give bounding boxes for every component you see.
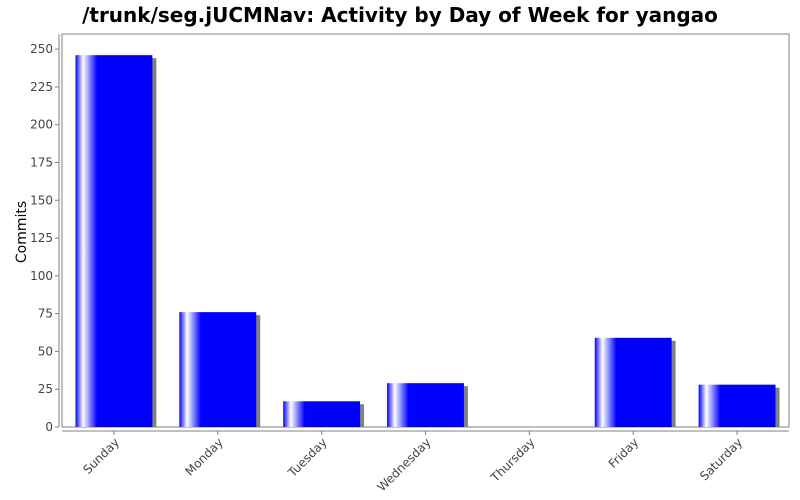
y-tick-label: 175	[30, 155, 53, 169]
y-tick-label: 0	[45, 420, 53, 434]
x-tick-label-tuesday: Tuesday	[285, 435, 330, 480]
bar-saturday	[698, 384, 776, 427]
y-tick-label: 250	[30, 42, 53, 56]
y-axis: 0 25 50 75 100 125 150 175 200 225 250	[30, 34, 60, 434]
y-tick-label: 150	[30, 193, 53, 207]
y-tick-label: 25	[38, 382, 53, 396]
y-tick-label: 200	[30, 118, 53, 132]
chart-title: /trunk/seg.jUCMNav: Activity by Day of W…	[82, 3, 718, 27]
x-tick-label-monday: Monday	[183, 435, 226, 478]
bar-wednesday	[387, 383, 464, 427]
bars	[75, 55, 776, 428]
plot-area	[61, 33, 790, 428]
y-tick-label: 50	[38, 344, 53, 358]
x-tick-label-sunday: Sunday	[80, 435, 122, 477]
y-tick-label: 125	[30, 231, 53, 245]
y-tick-label: 75	[38, 307, 53, 321]
x-tick-label-friday: Friday	[606, 435, 642, 471]
bar-friday	[594, 337, 672, 427]
x-tick-label-wednesday: Wednesday	[375, 435, 434, 494]
y-tick-label: 100	[30, 269, 53, 283]
y-axis-label: Commits	[14, 201, 30, 263]
bar-sunday	[75, 55, 153, 428]
x-tick-label-saturday: Saturday	[697, 435, 745, 483]
x-tick-label-thursday: Thursday	[487, 435, 537, 485]
y-tick-label: 225	[30, 80, 53, 94]
bar-monday	[179, 312, 257, 427]
bar-tuesday	[283, 401, 361, 427]
x-axis: Sunday Monday Tuesday Wednesday Thursday Frid…	[62, 430, 789, 494]
